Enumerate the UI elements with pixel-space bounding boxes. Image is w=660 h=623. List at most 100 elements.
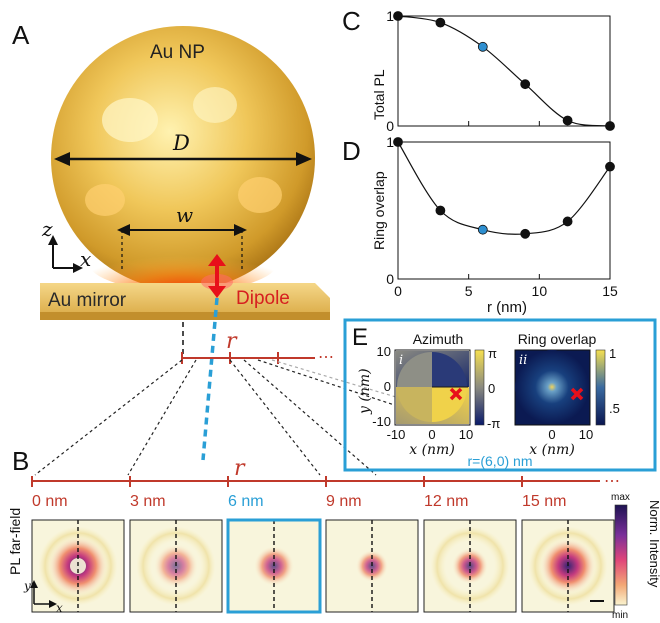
chart-d-point-5	[605, 161, 615, 172]
e-ytick-1: 0	[384, 379, 391, 394]
r-axis-b	[31, 476, 600, 487]
cross-icon-2	[570, 387, 584, 401]
chart-c-point-1	[435, 17, 446, 28]
dipole-projection-line	[201, 297, 219, 461]
cross-icon	[449, 387, 463, 401]
e-ytick-2: -10	[372, 414, 391, 429]
sub-i-tag: i	[399, 353, 403, 368]
chart-d-point-3	[520, 228, 531, 239]
panel-letter-e: E	[352, 324, 368, 351]
mirror-label: Au mirror	[48, 290, 127, 311]
chart-ring-overlap: 0 5 10 15 0 1	[386, 134, 618, 299]
e-xtick-2b: 10	[579, 427, 593, 442]
az-cb-tick-1: 0	[488, 381, 495, 396]
sub-ii-tag: ii	[519, 353, 527, 368]
chart-d-point-2	[477, 224, 488, 235]
farfield-frame-2	[226, 518, 322, 614]
chart-c-point-3	[520, 79, 531, 90]
row-label: PL far-field	[7, 508, 23, 575]
diameter-arrow	[54, 152, 312, 166]
farfield-frame-3	[325, 519, 419, 613]
farfield-frame-1	[129, 519, 223, 613]
farfield-label-3: 9 nm	[326, 493, 362, 510]
farfield-frame-4	[423, 519, 517, 613]
chart-c-point-0	[393, 11, 403, 21]
chart-c-ytick-label-0: 0	[386, 118, 394, 134]
chart-c-curve	[397, 15, 611, 127]
chart-d-xtick-label-0: 0	[394, 283, 402, 299]
e-caption: r=(6,0) nm	[468, 453, 533, 469]
panel-letter-a: A	[12, 20, 30, 50]
dipole-label: Dipole	[236, 288, 290, 309]
axis-x-label-b: x	[56, 601, 63, 615]
ring-overlap-colorbar	[595, 349, 606, 426]
farfield-frame-5	[521, 519, 615, 613]
panel-e-frame	[343, 318, 657, 472]
chart-d-point-4	[562, 216, 573, 227]
axis-x-label: x	[80, 247, 91, 271]
e-ylabel: y (nm)	[357, 368, 373, 415]
farfield-label-2: 6 nm	[228, 493, 264, 510]
ellipsis-a: ⋯	[318, 349, 334, 366]
chart-c-point-5	[605, 121, 615, 131]
e-xtick-2: 10	[459, 427, 473, 442]
chart-d-frame	[397, 141, 611, 280]
diameter-label: D	[172, 131, 190, 155]
axis-y-label-b: y	[23, 579, 31, 593]
chart-c-point-4	[562, 115, 573, 126]
chart-d-point-1	[435, 205, 446, 216]
axis-z-label: z	[41, 217, 53, 241]
np-label: Au NP	[150, 42, 205, 63]
chart-c-frame	[397, 15, 611, 127]
chart-d-ytick-label-0: 0	[386, 271, 394, 287]
chart-d-xtick-label-3: 15	[602, 283, 618, 299]
r-label-a: r	[226, 329, 238, 354]
panel-letter-b: B	[12, 446, 29, 476]
e-xlabel-ii: x (nm)	[529, 442, 575, 458]
colorbar-title: Norm. Intensity	[647, 500, 660, 588]
zx-axes	[48, 235, 83, 273]
farfield-frame-0	[31, 519, 125, 613]
panel-letter-d: D	[342, 136, 361, 166]
chart-d-point-0	[393, 137, 403, 147]
width-label: w	[176, 203, 193, 227]
ellipsis-b: ⋯	[604, 473, 620, 490]
farfield-label-0: 0 nm	[32, 493, 68, 510]
ro-cb-tick-1: .5	[609, 401, 620, 416]
colorbar-min: min	[612, 610, 628, 621]
e-xtick-0: -10	[387, 427, 406, 442]
xy-axes-b	[30, 580, 57, 608]
colorbar-max: max	[611, 492, 630, 503]
chart-c-point-2	[477, 41, 488, 52]
facet-width-arrow	[117, 224, 247, 272]
dipole-icon	[201, 254, 233, 298]
panel-letter-c: C	[342, 6, 361, 36]
chart-c-ytick-label-1: 1	[386, 8, 394, 24]
ring-overlap-title: Ring overlap	[518, 331, 597, 347]
chart-d-ytick-label-1: 1	[386, 134, 394, 150]
r-axis-a	[181, 352, 315, 364]
az-cb-tick-0: π	[488, 346, 497, 361]
ring-overlap-map	[514, 349, 591, 426]
chart-d-ylabel: Ring overlap	[371, 171, 387, 250]
azimuth-colorbar	[474, 349, 485, 426]
azimuth-title: Azimuth	[413, 331, 464, 347]
az-cb-tick-2: -π	[487, 416, 500, 431]
farfield-row: 0 nm 3 nm 6 nm 9 nm 12 nm 15 nm	[31, 493, 615, 614]
r-label-b: r	[234, 456, 246, 481]
e-xtick-1: 0	[428, 427, 435, 442]
e-ytick-0: 10	[377, 344, 391, 359]
farfield-label-4: 12 nm	[424, 493, 468, 510]
chart-d-xtick-label-1: 5	[465, 283, 473, 299]
e-xtick-1b: 0	[548, 427, 555, 442]
e-xlabel-i: x (nm)	[409, 442, 455, 458]
chart-d-xtick-label-2: 10	[532, 283, 548, 299]
chart-total-pl: 01	[386, 8, 615, 134]
azimuth-map	[394, 349, 471, 426]
chart-d-xlabel: r (nm)	[487, 299, 527, 316]
chart-d-curve	[397, 141, 611, 235]
ro-cb-tick-0: 1	[609, 346, 616, 361]
au-mirror	[40, 283, 330, 320]
farfield-label-5: 15 nm	[522, 493, 566, 510]
